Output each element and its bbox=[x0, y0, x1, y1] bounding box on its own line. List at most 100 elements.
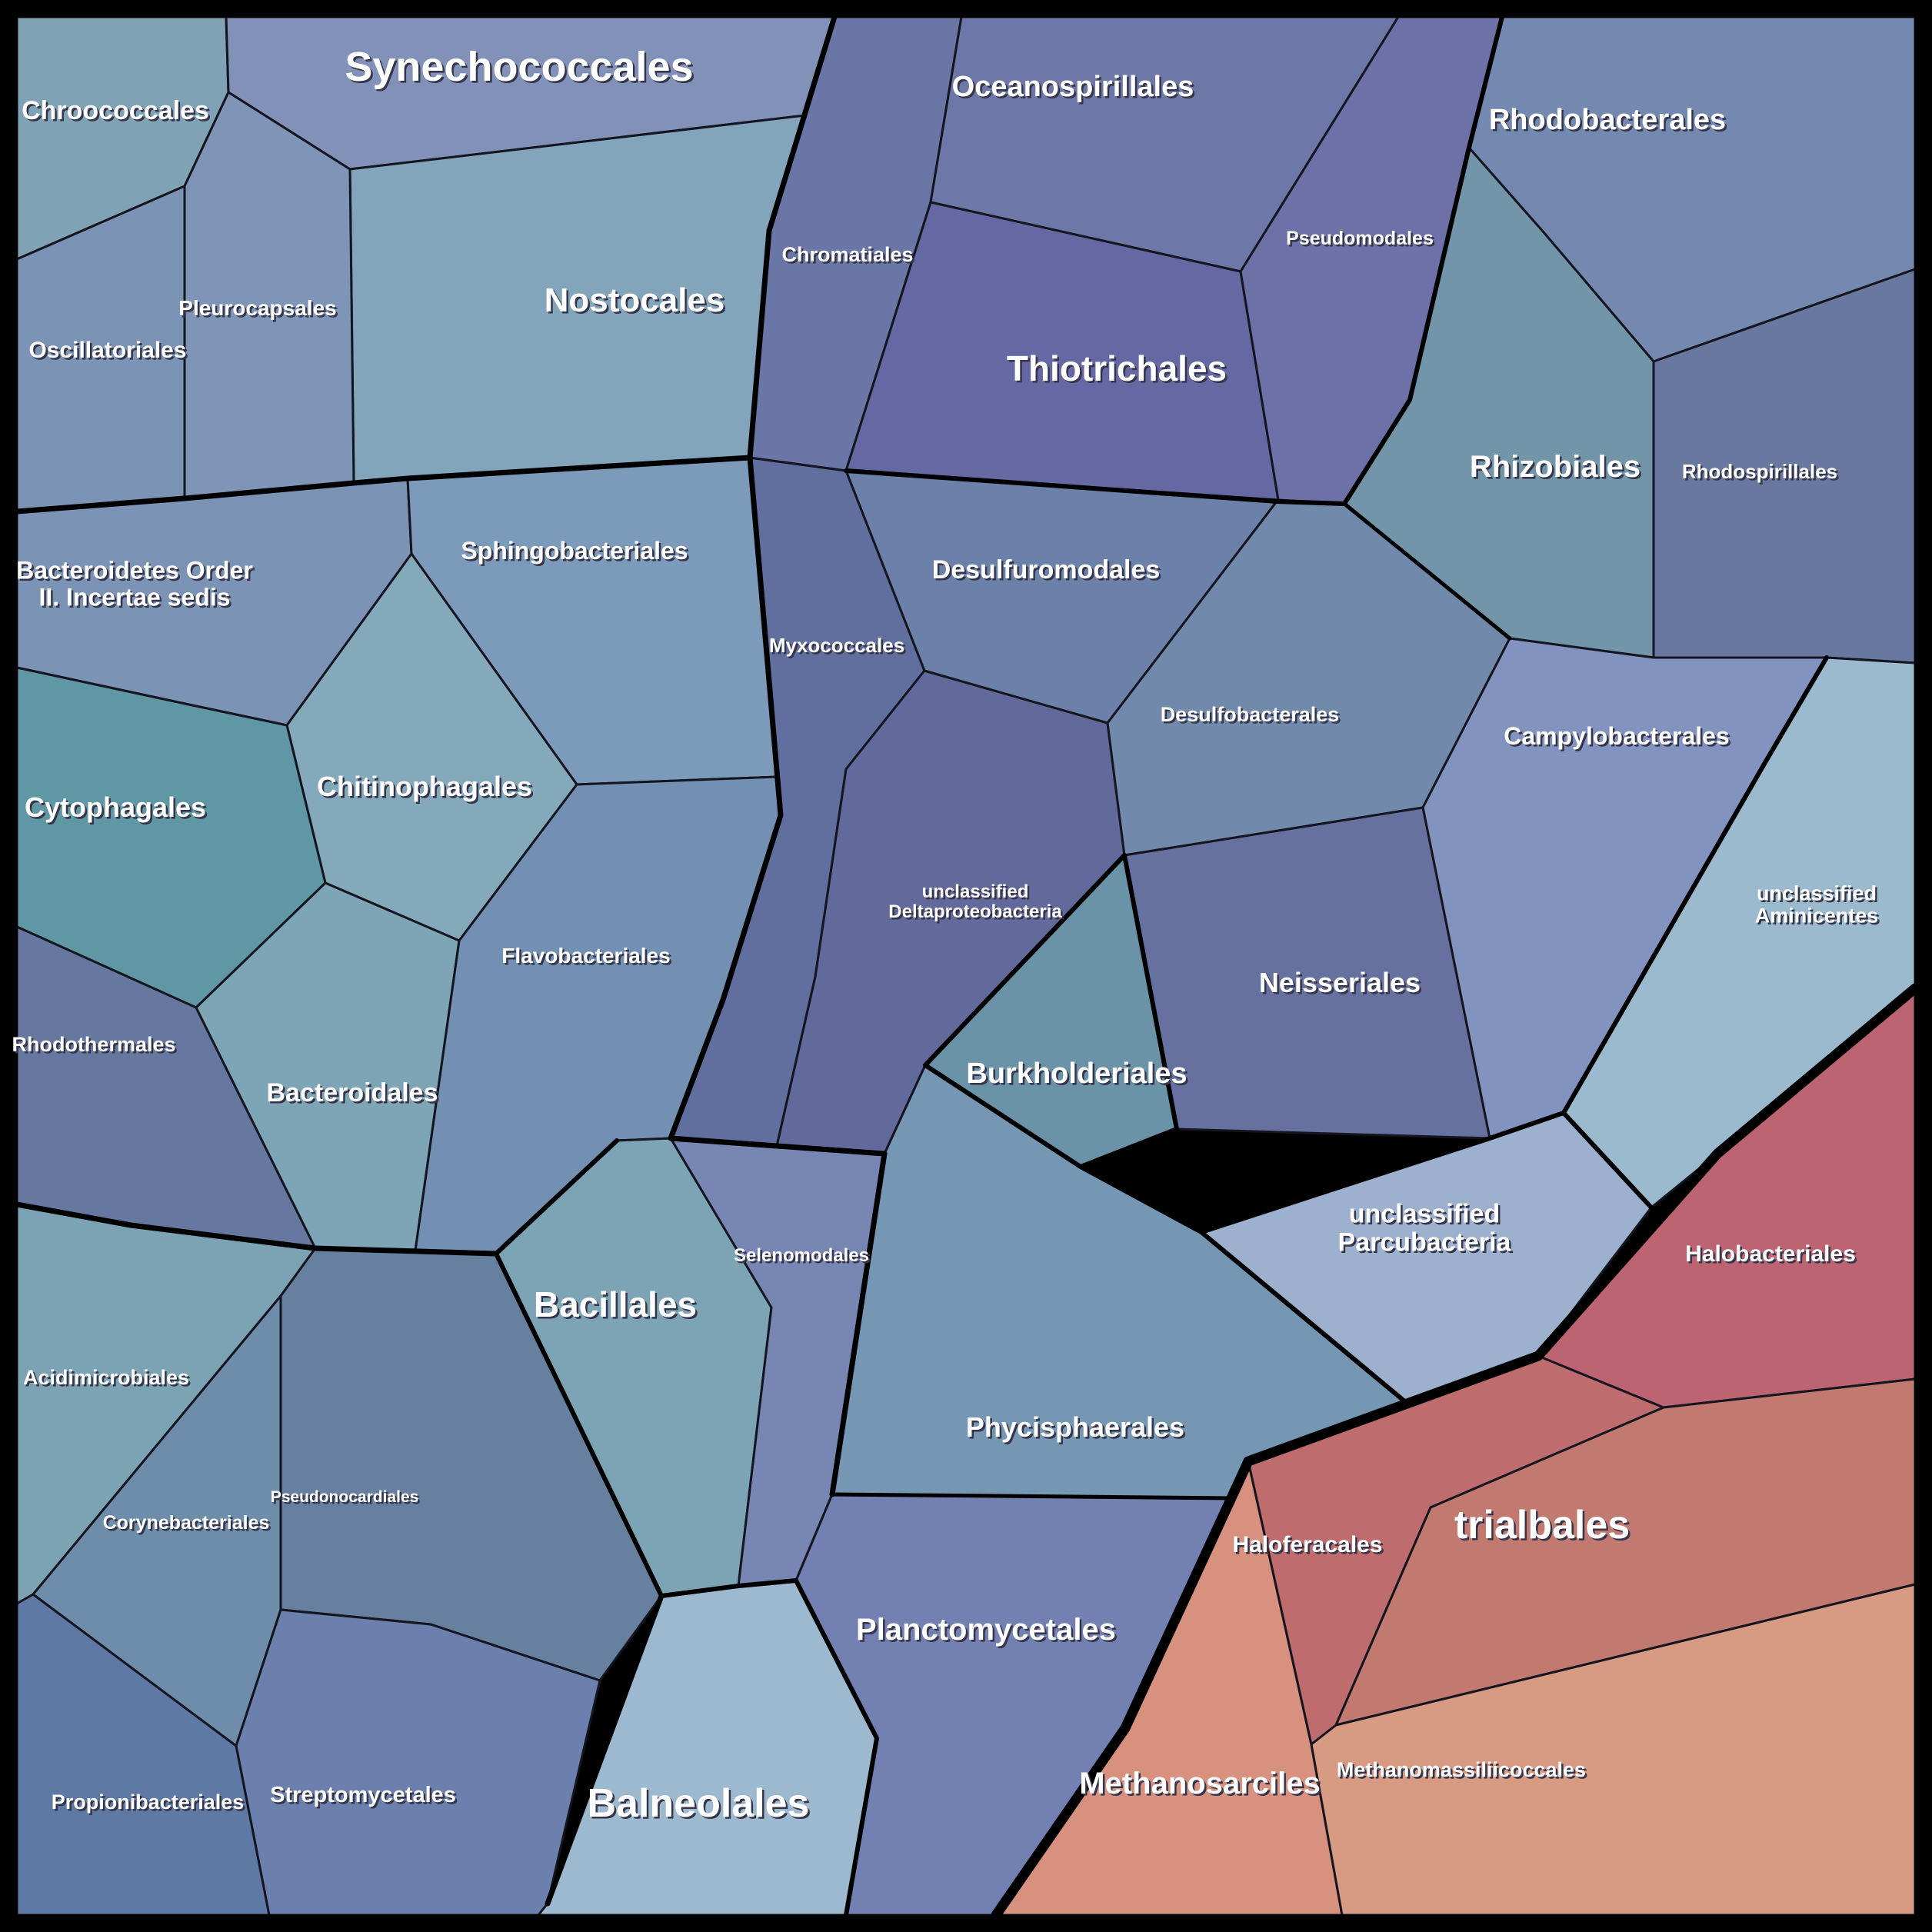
cell-label-bacillales: Bacillales bbox=[534, 1284, 697, 1324]
boundary-phycisphaerales-parcubacteria bbox=[1078, 1164, 1204, 1234]
cell-label-planctomycetales-shadow: Planctomycetales bbox=[858, 1615, 1118, 1649]
cell-label-cytophagales: Cytophagales bbox=[25, 791, 206, 823]
cell-label-chroococcales: Chroococcales bbox=[22, 96, 209, 125]
cell-label-rhizobiales: Rhizobiales bbox=[1470, 450, 1641, 484]
cell-label-propionibacteriales-shadow: Propionibacteriales bbox=[53, 1793, 246, 1816]
cell-label-oscillatoriales: Oscillatoriales bbox=[28, 338, 186, 363]
cell-label-phycisphaerales: Phycisphaerales bbox=[966, 1411, 1184, 1443]
cell-label-pseudonocardiales-shadow: Pseudonocardiales bbox=[272, 1491, 421, 1508]
cell-label-cytophagales-shadow: Cytophagales bbox=[26, 794, 208, 825]
cell-label-synechococcales: Synechococcales bbox=[345, 44, 693, 90]
cell-label-methanosarciles: Methanosarciles bbox=[1079, 1767, 1320, 1800]
cell-label-oceanospirillales-shadow: Oceanospirillales bbox=[954, 73, 1196, 105]
cell-label-trialbales-shadow: trialbales bbox=[1456, 1505, 1631, 1550]
cell-label-synechococcales-shadow: Synechococcales bbox=[347, 46, 695, 92]
cell-label-myxococcales-shadow: Myxococcales bbox=[771, 636, 906, 659]
cell-label-pseudonocardiales: Pseudonocardiales bbox=[271, 1488, 419, 1506]
cell-label-nostocales: Nostocales bbox=[545, 281, 725, 319]
cell-label-thiotrichales-shadow: Thiotrichales bbox=[1008, 351, 1228, 391]
cell-label-rhizobiales-shadow: Rhizobiales bbox=[1471, 452, 1642, 486]
cell-label-nostocales-shadow: Nostocales bbox=[546, 284, 727, 321]
cell-label-sphingobacteriales: Sphingobacteriales bbox=[461, 537, 688, 565]
cell-label-selenomodales-shadow: Selenomodales bbox=[735, 1247, 871, 1268]
cell-label-thiotrichales: Thiotrichales bbox=[1007, 348, 1227, 388]
cell-label-phycisphaerales-shadow: Phycisphaerales bbox=[968, 1414, 1186, 1445]
phylum-boundary-layer bbox=[14, 14, 1920, 1920]
boundary-balneolales-west bbox=[545, 1593, 665, 1907]
boundary-planctomycetales-north bbox=[830, 1492, 1236, 1501]
cell-label-corynebacteriales-shadow: Corynebacteriales bbox=[105, 1514, 271, 1536]
cell-label-burkholderiales-shadow: Burkholderiales bbox=[968, 1060, 1189, 1092]
boundary-selenomodales-phycisphaerales bbox=[829, 1151, 888, 1497]
cell-label-neisseriales-shadow: Neisseriales bbox=[1261, 969, 1422, 1001]
cell-label-haloferacales-shadow: Haloferacales bbox=[1234, 1534, 1384, 1560]
cell-label-flavobacteriales-shadow: Flavobacteriales bbox=[504, 946, 672, 970]
cell-label-unclassified-parcubacteria-shadow: unclassified Parcubacteria bbox=[1340, 1201, 1514, 1259]
cell-label-balneolales-shadow: Balneolales bbox=[589, 1784, 811, 1828]
cell-label-chromatiales-shadow: Chromatiales bbox=[784, 245, 915, 268]
cell-label-unclassified-deltaproteobacteria-shadow: unclassified Deltaproteobacteria bbox=[891, 884, 1064, 924]
cell-label-desulfuromodales: Desulfuromodales bbox=[932, 555, 1161, 585]
cell-label-rhodothermales: Rhodothermales bbox=[12, 1033, 175, 1056]
cell-label-pleurocapsales-shadow: Pleurocapsales bbox=[181, 298, 338, 322]
cell-label-rhodospirillales-shadow: Rhodospirillales bbox=[1684, 462, 1839, 485]
cell-label-bacteroidales: Bacteroidales bbox=[267, 1078, 438, 1108]
cell-label-flavobacteriales: Flavobacteriales bbox=[501, 944, 670, 968]
cell-label-campylobacterales-shadow: Campylobacterales bbox=[1506, 724, 1731, 752]
cell-label-haloferacales: Haloferacales bbox=[1232, 1532, 1382, 1557]
boundary-gamma-delta bbox=[844, 468, 1347, 506]
boundary-firmicutes-west-lower bbox=[494, 1251, 664, 1598]
boundary-parcubacteria-outline bbox=[1199, 1111, 1566, 1406]
boundary-balneolales-top bbox=[659, 1578, 879, 1917]
cell-label-sphingobacteriales-shadow: Sphingobacteriales bbox=[463, 539, 690, 567]
cell-label-propionibacteriales: Propionibacteriales bbox=[52, 1790, 245, 1814]
cell-label-unclassified-deltaproteobacteria: unclassified Deltaproteobacteria bbox=[888, 881, 1062, 922]
cell-label-planctomycetales: Planctomycetales bbox=[856, 1613, 1116, 1647]
cell-label-rhodospirillales: Rhodospirillales bbox=[1682, 460, 1837, 483]
boundary-firmicutes-west-upper bbox=[494, 1138, 619, 1256]
cell-label-pleurocapsales: Pleurocapsales bbox=[178, 296, 336, 320]
cell-label-chromatiales: Chromatiales bbox=[781, 243, 913, 266]
cell-label-burkholderiales: Burkholderiales bbox=[966, 1058, 1187, 1090]
boundary-aminicentes-outline bbox=[1561, 655, 1829, 1210]
cell-label-selenomodales: Selenomodales bbox=[734, 1245, 869, 1266]
cell-label-streptomycetales: Streptomycetales bbox=[270, 1783, 456, 1807]
boundary-delta-alpha bbox=[1342, 501, 1512, 641]
cell-label-bacillales-shadow: Bacillales bbox=[535, 1287, 698, 1327]
boundary-gamma-alpha bbox=[1342, 15, 1504, 506]
cell-label-neisseriales: Neisseriales bbox=[1259, 967, 1421, 998]
cell-label-oscillatoriales-shadow: Oscillatoriales bbox=[31, 340, 188, 365]
cell-label-pseudomodales-shadow: Pseudomodales bbox=[1288, 230, 1436, 251]
cell-label-pseudomodales: Pseudomodales bbox=[1286, 228, 1434, 249]
cell-layer bbox=[15, 15, 1917, 1917]
boundary-bacteria-archaea-diagonal bbox=[991, 983, 1920, 1920]
cell-label-rhodobacterales-shadow: Rhodobacterales bbox=[1491, 106, 1727, 138]
cell-label-rhodothermales-shadow: Rhodothermales bbox=[14, 1035, 178, 1058]
cell-label-myxococcales: Myxococcales bbox=[769, 634, 904, 657]
cell-label-acidimicrobiales-shadow: Acidimicrobiales bbox=[25, 1368, 191, 1391]
cell-label-bacteroidales-shadow: Bacteroidales bbox=[268, 1081, 440, 1110]
cell-label-bacteroidetes-ii-shadow: Bacteroidetes Order II. Incertae sedis bbox=[18, 558, 255, 613]
cell-label-streptomycetales-shadow: Streptomycetales bbox=[272, 1785, 458, 1810]
cell-label-chitinophagales: Chitinophagales bbox=[317, 771, 532, 802]
cell-label-unclassified-aminicentes-shadow: unclassified Aminicentes bbox=[1757, 884, 1880, 929]
cell-label-trialbales: trialbales bbox=[1454, 1503, 1630, 1547]
cell-label-halobacteriales-shadow: Halobacteriales bbox=[1687, 1244, 1858, 1269]
cell-label-bacteroidetes-ii: Bacteroidetes Order II. Incertae sedis bbox=[16, 557, 253, 611]
cell-label-desulfobacterales-shadow: Desulfobacterales bbox=[1162, 705, 1341, 728]
cell-label-acidimicrobiales: Acidimicrobiales bbox=[23, 1366, 189, 1389]
cell-label-oceanospirillales: Oceanospirillales bbox=[952, 71, 1194, 103]
cell-label-methanomassiliicoccales-shadow: Methanomassiliicoccales bbox=[1338, 1760, 1587, 1784]
label-layer: ChroococcalesChroococcalesSynechococcale… bbox=[12, 44, 1880, 1828]
boundary-cyanobacteria-bacteroidetes bbox=[14, 455, 753, 515]
cell-label-balneolales: Balneolales bbox=[587, 1781, 809, 1826]
cell-label-chroococcales-shadow: Chroococcales bbox=[24, 98, 212, 128]
boundary-actinobacteria-north bbox=[14, 1201, 499, 1257]
cell-label-methanomassiliicoccales: Methanomassiliicoccales bbox=[1337, 1758, 1586, 1781]
cell-label-rhodobacterales: Rhodobacterales bbox=[1489, 104, 1726, 136]
cell-label-chitinophagales-shadow: Chitinophagales bbox=[318, 773, 534, 804]
cell-label-desulfobacterales: Desulfobacterales bbox=[1161, 703, 1340, 726]
